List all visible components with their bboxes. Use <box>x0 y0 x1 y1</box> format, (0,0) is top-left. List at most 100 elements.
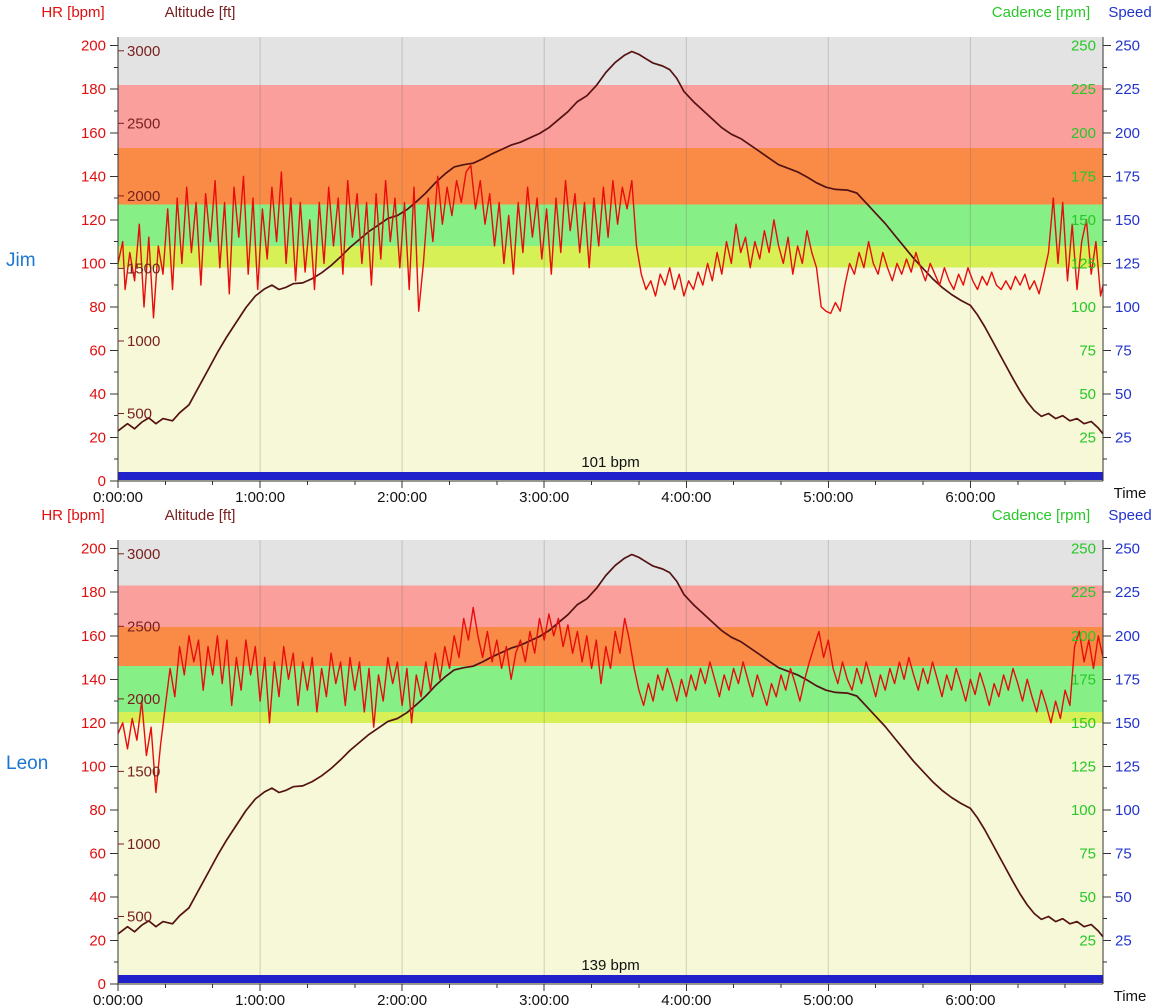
svg-text:4:00:00: 4:00:00 <box>661 489 711 503</box>
svg-text:100: 100 <box>81 758 106 775</box>
svg-text:225: 225 <box>1071 81 1096 98</box>
svg-text:0:00:00: 0:00:00 <box>93 992 143 1006</box>
svg-text:175: 175 <box>1115 671 1140 688</box>
time-axis: 0:00:00 1:00:00 2:00:00 3:00:00 4:00:00 5:00:… <box>93 984 1146 1006</box>
svg-text:250: 250 <box>1115 541 1140 558</box>
svg-text:180: 180 <box>81 584 106 601</box>
svg-text:2:00:00: 2:00:00 <box>377 489 427 503</box>
svg-text:3:00:00: 3:00:00 <box>519 489 569 503</box>
svg-text:160: 160 <box>81 628 106 645</box>
time-axis-title: Time <box>1114 485 1147 502</box>
svg-text:60: 60 <box>89 845 106 862</box>
svg-text:3000: 3000 <box>127 43 160 60</box>
svg-text:125: 125 <box>1115 255 1140 272</box>
svg-text:1:00:00: 1:00:00 <box>235 992 285 1006</box>
svg-text:25: 25 <box>1079 933 1096 950</box>
svg-text:2500: 2500 <box>127 618 160 635</box>
svg-text:50: 50 <box>1079 386 1096 403</box>
svg-text:2500: 2500 <box>127 115 160 132</box>
hr-axis: 0 20 40 60 80 100 120 140 160 180 200 <box>81 38 118 490</box>
svg-text:200: 200 <box>81 541 106 558</box>
svg-text:150: 150 <box>1071 212 1096 229</box>
svg-text:40: 40 <box>89 889 106 906</box>
svg-text:100: 100 <box>81 255 106 272</box>
time-axis-title: Time <box>1114 988 1147 1005</box>
svg-text:40: 40 <box>89 386 106 403</box>
svg-text:200: 200 <box>1071 125 1096 142</box>
svg-text:200: 200 <box>1115 628 1140 645</box>
altitude-axis-title: Altitude [ft] <box>165 4 236 21</box>
lap-bar <box>118 472 1103 480</box>
svg-text:60: 60 <box>89 342 106 359</box>
svg-text:180: 180 <box>81 81 106 98</box>
svg-text:100: 100 <box>1115 299 1140 316</box>
svg-text:50: 50 <box>1079 889 1096 906</box>
altitude-line <box>117 553 1104 938</box>
cadence-axis-title: Cadence [rpm] <box>992 507 1090 524</box>
svg-text:50: 50 <box>1115 889 1132 906</box>
svg-text:175: 175 <box>1071 671 1096 688</box>
time-axis: 0:00:00 1:00:00 2:00:00 3:00:00 4:00:00 5:00:… <box>93 481 1146 503</box>
svg-text:25: 25 <box>1079 430 1096 447</box>
svg-text:100: 100 <box>1071 802 1096 819</box>
svg-text:140: 140 <box>81 671 106 688</box>
svg-text:125: 125 <box>1071 255 1096 272</box>
svg-text:0:00:00: 0:00:00 <box>93 489 143 503</box>
svg-text:225: 225 <box>1071 584 1096 601</box>
svg-text:175: 175 <box>1071 168 1096 185</box>
svg-text:80: 80 <box>89 299 106 316</box>
svg-text:200: 200 <box>1115 125 1140 142</box>
svg-text:1:00:00: 1:00:00 <box>235 489 285 503</box>
svg-text:25: 25 <box>1115 933 1132 950</box>
svg-text:125: 125 <box>1071 758 1096 775</box>
svg-text:200: 200 <box>1071 628 1096 645</box>
cadence-axis-title: Cadence [rpm] <box>992 4 1090 21</box>
svg-text:175: 175 <box>1115 168 1140 185</box>
zone-bands <box>118 37 1103 481</box>
svg-text:160: 160 <box>81 125 106 142</box>
svg-text:1000: 1000 <box>127 836 160 853</box>
svg-text:2000: 2000 <box>127 188 160 205</box>
hr-line <box>117 606 1104 794</box>
svg-text:225: 225 <box>1115 81 1140 98</box>
hour-gridlines <box>259 540 971 984</box>
svg-text:5:00:00: 5:00:00 <box>803 489 853 503</box>
svg-text:225: 225 <box>1115 584 1140 601</box>
svg-text:20: 20 <box>89 430 106 447</box>
hr-axis-title: HR [bpm] <box>41 507 104 524</box>
zone-bands <box>118 540 1103 984</box>
svg-text:120: 120 <box>81 715 106 732</box>
hr-altitude-chart-leon: 139 bpm 0 20 40 60 80 100 120 140 160 180 200 500 100… <box>41 507 1151 1006</box>
svg-text:250: 250 <box>1071 541 1096 558</box>
svg-text:200: 200 <box>81 38 106 55</box>
svg-text:120: 120 <box>81 212 106 229</box>
svg-text:3:00:00: 3:00:00 <box>519 992 569 1006</box>
svg-text:250: 250 <box>1115 38 1140 55</box>
hour-gridlines <box>259 37 971 481</box>
cadence-axis: 25 50 75 100 125 150 175 200 225 250 <box>1071 38 1096 447</box>
altitude-axis: 500 1000 1500 2000 2500 3000 <box>118 546 160 926</box>
altitude-axis: 500 1000 1500 2000 2500 3000 <box>118 43 160 423</box>
hr-axis: 0 20 40 60 80 100 120 140 160 180 200 <box>81 541 118 993</box>
axis-titles: HR [bpm] Altitude [ft] Cadence [rpm] Speed <box>41 4 1151 21</box>
speed-axis: 25 50 75 100 125 150 175 200 225 250 <box>1103 541 1140 963</box>
svg-text:6:00:00: 6:00:00 <box>945 489 995 503</box>
svg-text:500: 500 <box>127 406 152 423</box>
svg-text:2000: 2000 <box>127 691 160 708</box>
svg-text:75: 75 <box>1115 342 1132 359</box>
chart-panel-leon: Leon 139 bpm 0 20 40 60 80 100 120 140 160 180 200 5… <box>0 503 1168 1007</box>
chart-panel-jim: Jim 101 bpm 0 20 40 60 80 100 120 140 160 180 200 50… <box>0 0 1168 503</box>
svg-text:150: 150 <box>1071 715 1096 732</box>
svg-text:75: 75 <box>1115 845 1132 862</box>
svg-text:1000: 1000 <box>127 333 160 350</box>
svg-text:100: 100 <box>1071 299 1096 316</box>
svg-text:80: 80 <box>89 802 106 819</box>
svg-text:50: 50 <box>1115 386 1132 403</box>
svg-text:1500: 1500 <box>127 260 160 277</box>
svg-text:75: 75 <box>1079 845 1096 862</box>
svg-text:140: 140 <box>81 168 106 185</box>
avg-hr-label: 139 bpm <box>581 957 639 974</box>
svg-text:2:00:00: 2:00:00 <box>377 992 427 1006</box>
speed-axis: 25 50 75 100 125 150 175 200 225 250 <box>1103 38 1140 460</box>
